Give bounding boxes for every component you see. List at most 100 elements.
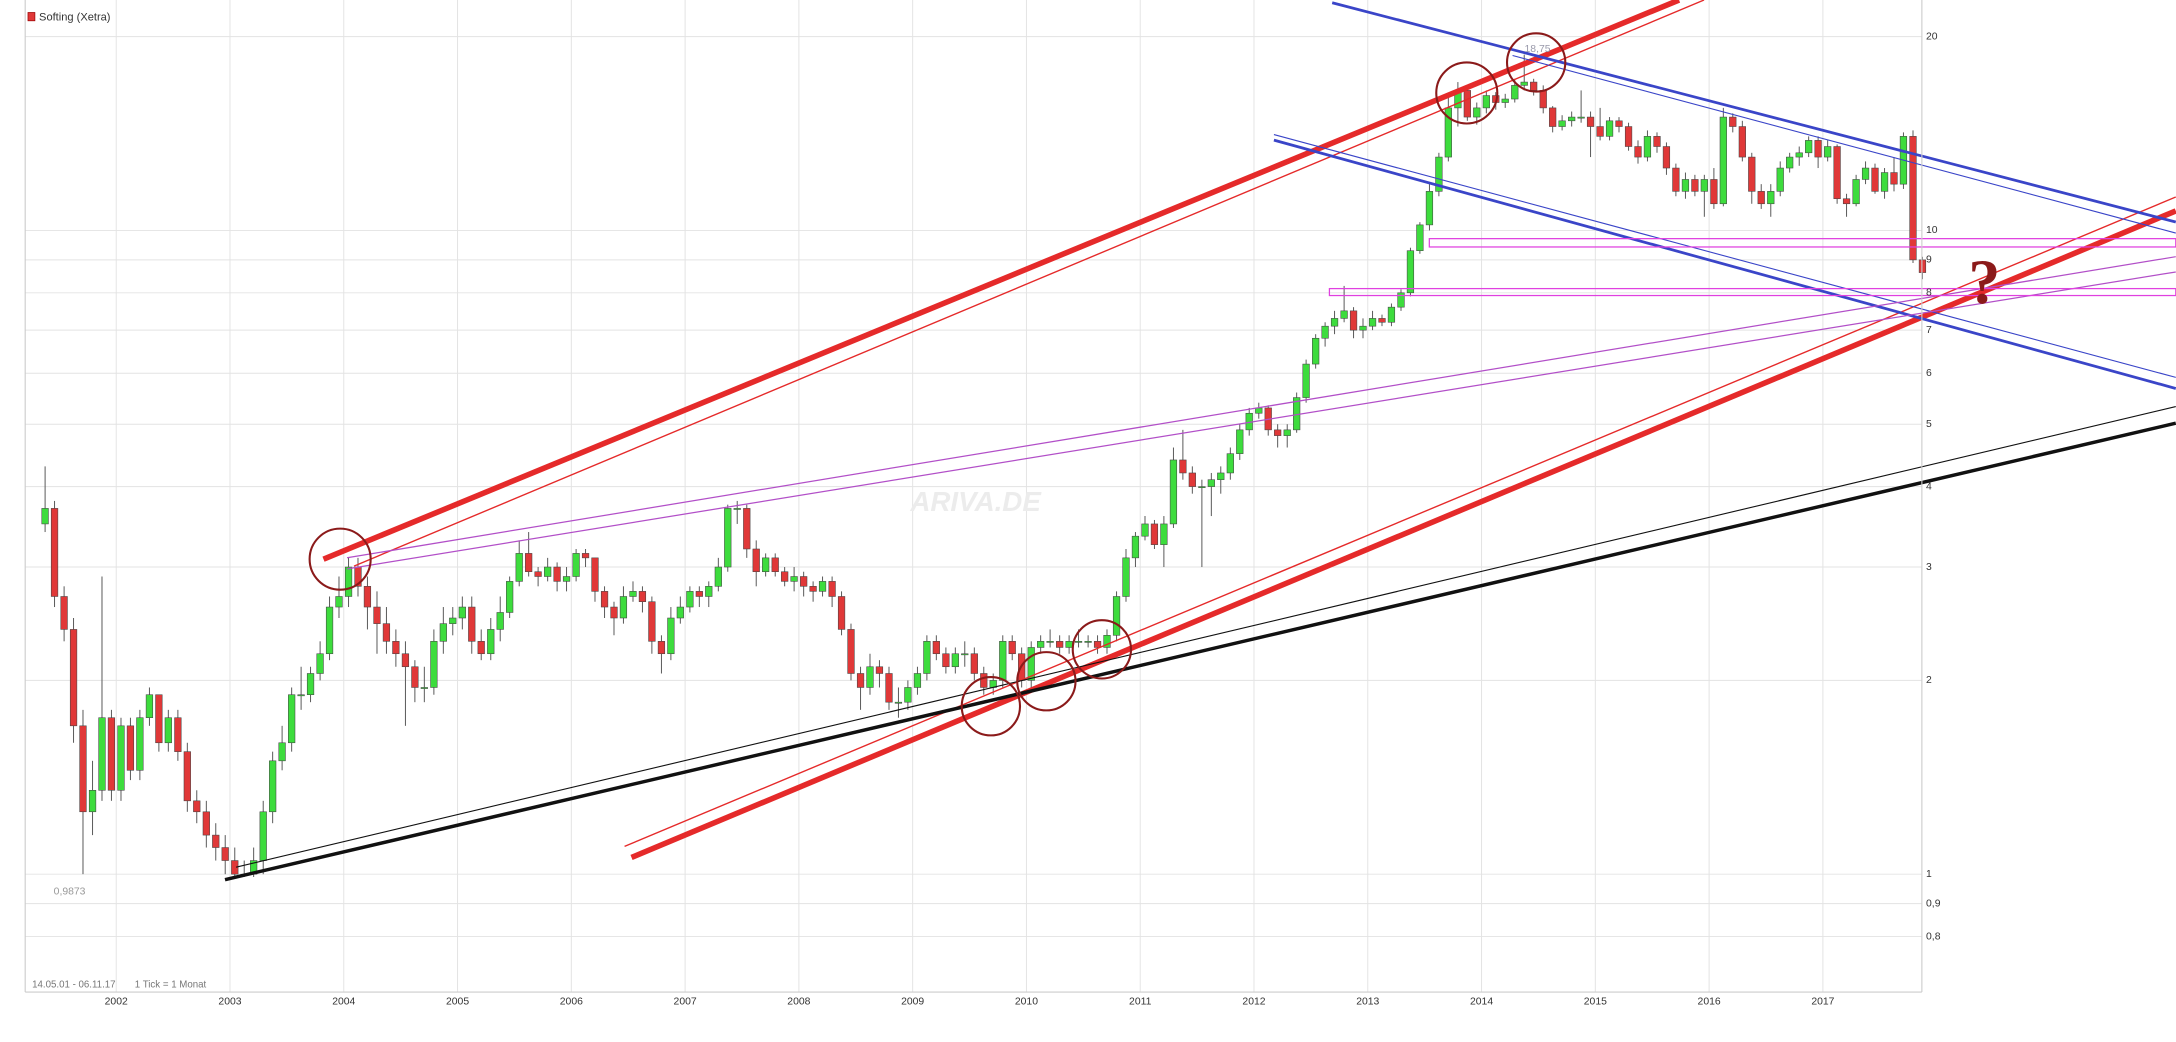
candle-body <box>98 717 106 791</box>
x-tick-label: 2012 <box>1242 997 1265 1008</box>
candle-body <box>951 653 959 668</box>
candle-body <box>1226 453 1234 474</box>
candle-body <box>1918 259 1927 273</box>
candle-body <box>1473 107 1481 118</box>
x-tick-label: 2016 <box>1698 997 1721 1008</box>
candle-body <box>1416 224 1424 251</box>
candle-body <box>344 566 353 597</box>
candle-body <box>1482 95 1490 109</box>
candle-body <box>762 557 770 573</box>
candle-body <box>591 557 599 592</box>
candle-body <box>221 847 229 861</box>
candle-body <box>136 717 144 771</box>
grid <box>25 0 1922 993</box>
candle-body <box>231 860 239 875</box>
candle-body <box>1871 167 1879 192</box>
candle-body <box>1084 641 1092 643</box>
x-tick-label: 2015 <box>1584 997 1607 1008</box>
candle-body <box>1387 306 1396 323</box>
candle-body <box>411 666 419 688</box>
candle-body <box>1833 146 1841 200</box>
footer-interval: 1 Tick = 1 Monat <box>135 980 207 991</box>
candle-body <box>866 666 874 688</box>
candle-body <box>1435 156 1443 192</box>
x-tick-label: 2009 <box>901 997 924 1008</box>
candle-body <box>41 508 49 525</box>
candle-body <box>382 623 391 642</box>
candle-body <box>278 742 286 762</box>
candle-body <box>771 557 779 573</box>
candle-body <box>193 800 201 813</box>
x-tick-label: 2011 <box>1129 997 1152 1008</box>
y-tick-label: 20 <box>1926 31 1938 42</box>
y-tick-label: 9 <box>1926 255 1932 266</box>
trend-line <box>322 0 1681 562</box>
candle-body <box>1065 641 1073 648</box>
legend-label: Softing (Xetra) <box>39 11 110 23</box>
candle-body <box>1103 635 1111 648</box>
candle-body <box>809 586 817 592</box>
watermark: ARIVA.DE <box>909 486 1042 517</box>
candle-body <box>752 548 760 573</box>
candle-body <box>1795 152 1803 158</box>
candle-body <box>363 586 372 608</box>
candle-body <box>430 641 438 688</box>
candle-body <box>449 617 457 624</box>
y-tick-label: 2 <box>1926 675 1932 686</box>
candle-body <box>107 717 116 791</box>
candle-body <box>885 673 893 703</box>
candle-body <box>1122 557 1130 597</box>
candle-body <box>856 673 865 688</box>
candle-body <box>420 687 428 689</box>
candle-body <box>1074 641 1083 643</box>
trend-line <box>1273 134 2176 378</box>
candle-body <box>1653 136 1661 147</box>
candle-body <box>164 717 172 744</box>
candle-body <box>1890 172 1898 185</box>
candle-body <box>316 653 324 674</box>
candle-body <box>818 581 827 592</box>
candle-body <box>1909 136 1917 261</box>
candle-body <box>904 687 912 703</box>
candle-body <box>1776 167 1784 192</box>
y-tick-label: 8 <box>1926 288 1932 299</box>
candle-body <box>1767 191 1775 205</box>
x-tick-label: 2004 <box>332 997 355 1008</box>
candle-body <box>1359 325 1367 331</box>
candle-body <box>1605 120 1614 137</box>
candle-body <box>259 811 267 861</box>
candle-body <box>439 623 447 642</box>
candle-body <box>126 725 135 771</box>
candle-body <box>392 641 400 655</box>
candle-body <box>525 553 533 573</box>
y-tick-label: 6 <box>1926 368 1932 379</box>
x-tick-label: 2017 <box>1811 997 1834 1008</box>
x-tick-label: 2003 <box>218 997 241 1008</box>
x-tick-label: 2014 <box>1470 997 1493 1008</box>
candle-body <box>961 653 969 656</box>
candle-body <box>1274 429 1282 436</box>
candle-body <box>325 606 334 655</box>
trend-lines <box>224 0 2176 882</box>
candle-body <box>695 591 703 597</box>
candle-body <box>970 653 978 674</box>
candle-body <box>932 641 940 655</box>
candle-body <box>458 606 466 619</box>
candle-body <box>1217 472 1225 480</box>
min-label: 0,9873 <box>54 886 86 897</box>
candle-body <box>50 508 59 597</box>
candle-body <box>1406 250 1415 294</box>
candle-body <box>1643 136 1652 158</box>
candle-body <box>1330 318 1339 327</box>
candle-body <box>1179 459 1187 474</box>
candle-body <box>667 617 675 655</box>
y-tick-label: 4 <box>1926 481 1932 492</box>
candle-body <box>553 566 561 582</box>
candle-body <box>1577 116 1585 119</box>
y-tick-label: 3 <box>1926 562 1932 573</box>
candle-body <box>174 717 182 752</box>
candle-body <box>1302 363 1310 398</box>
candle-body <box>496 612 504 630</box>
candle-body <box>875 666 884 674</box>
